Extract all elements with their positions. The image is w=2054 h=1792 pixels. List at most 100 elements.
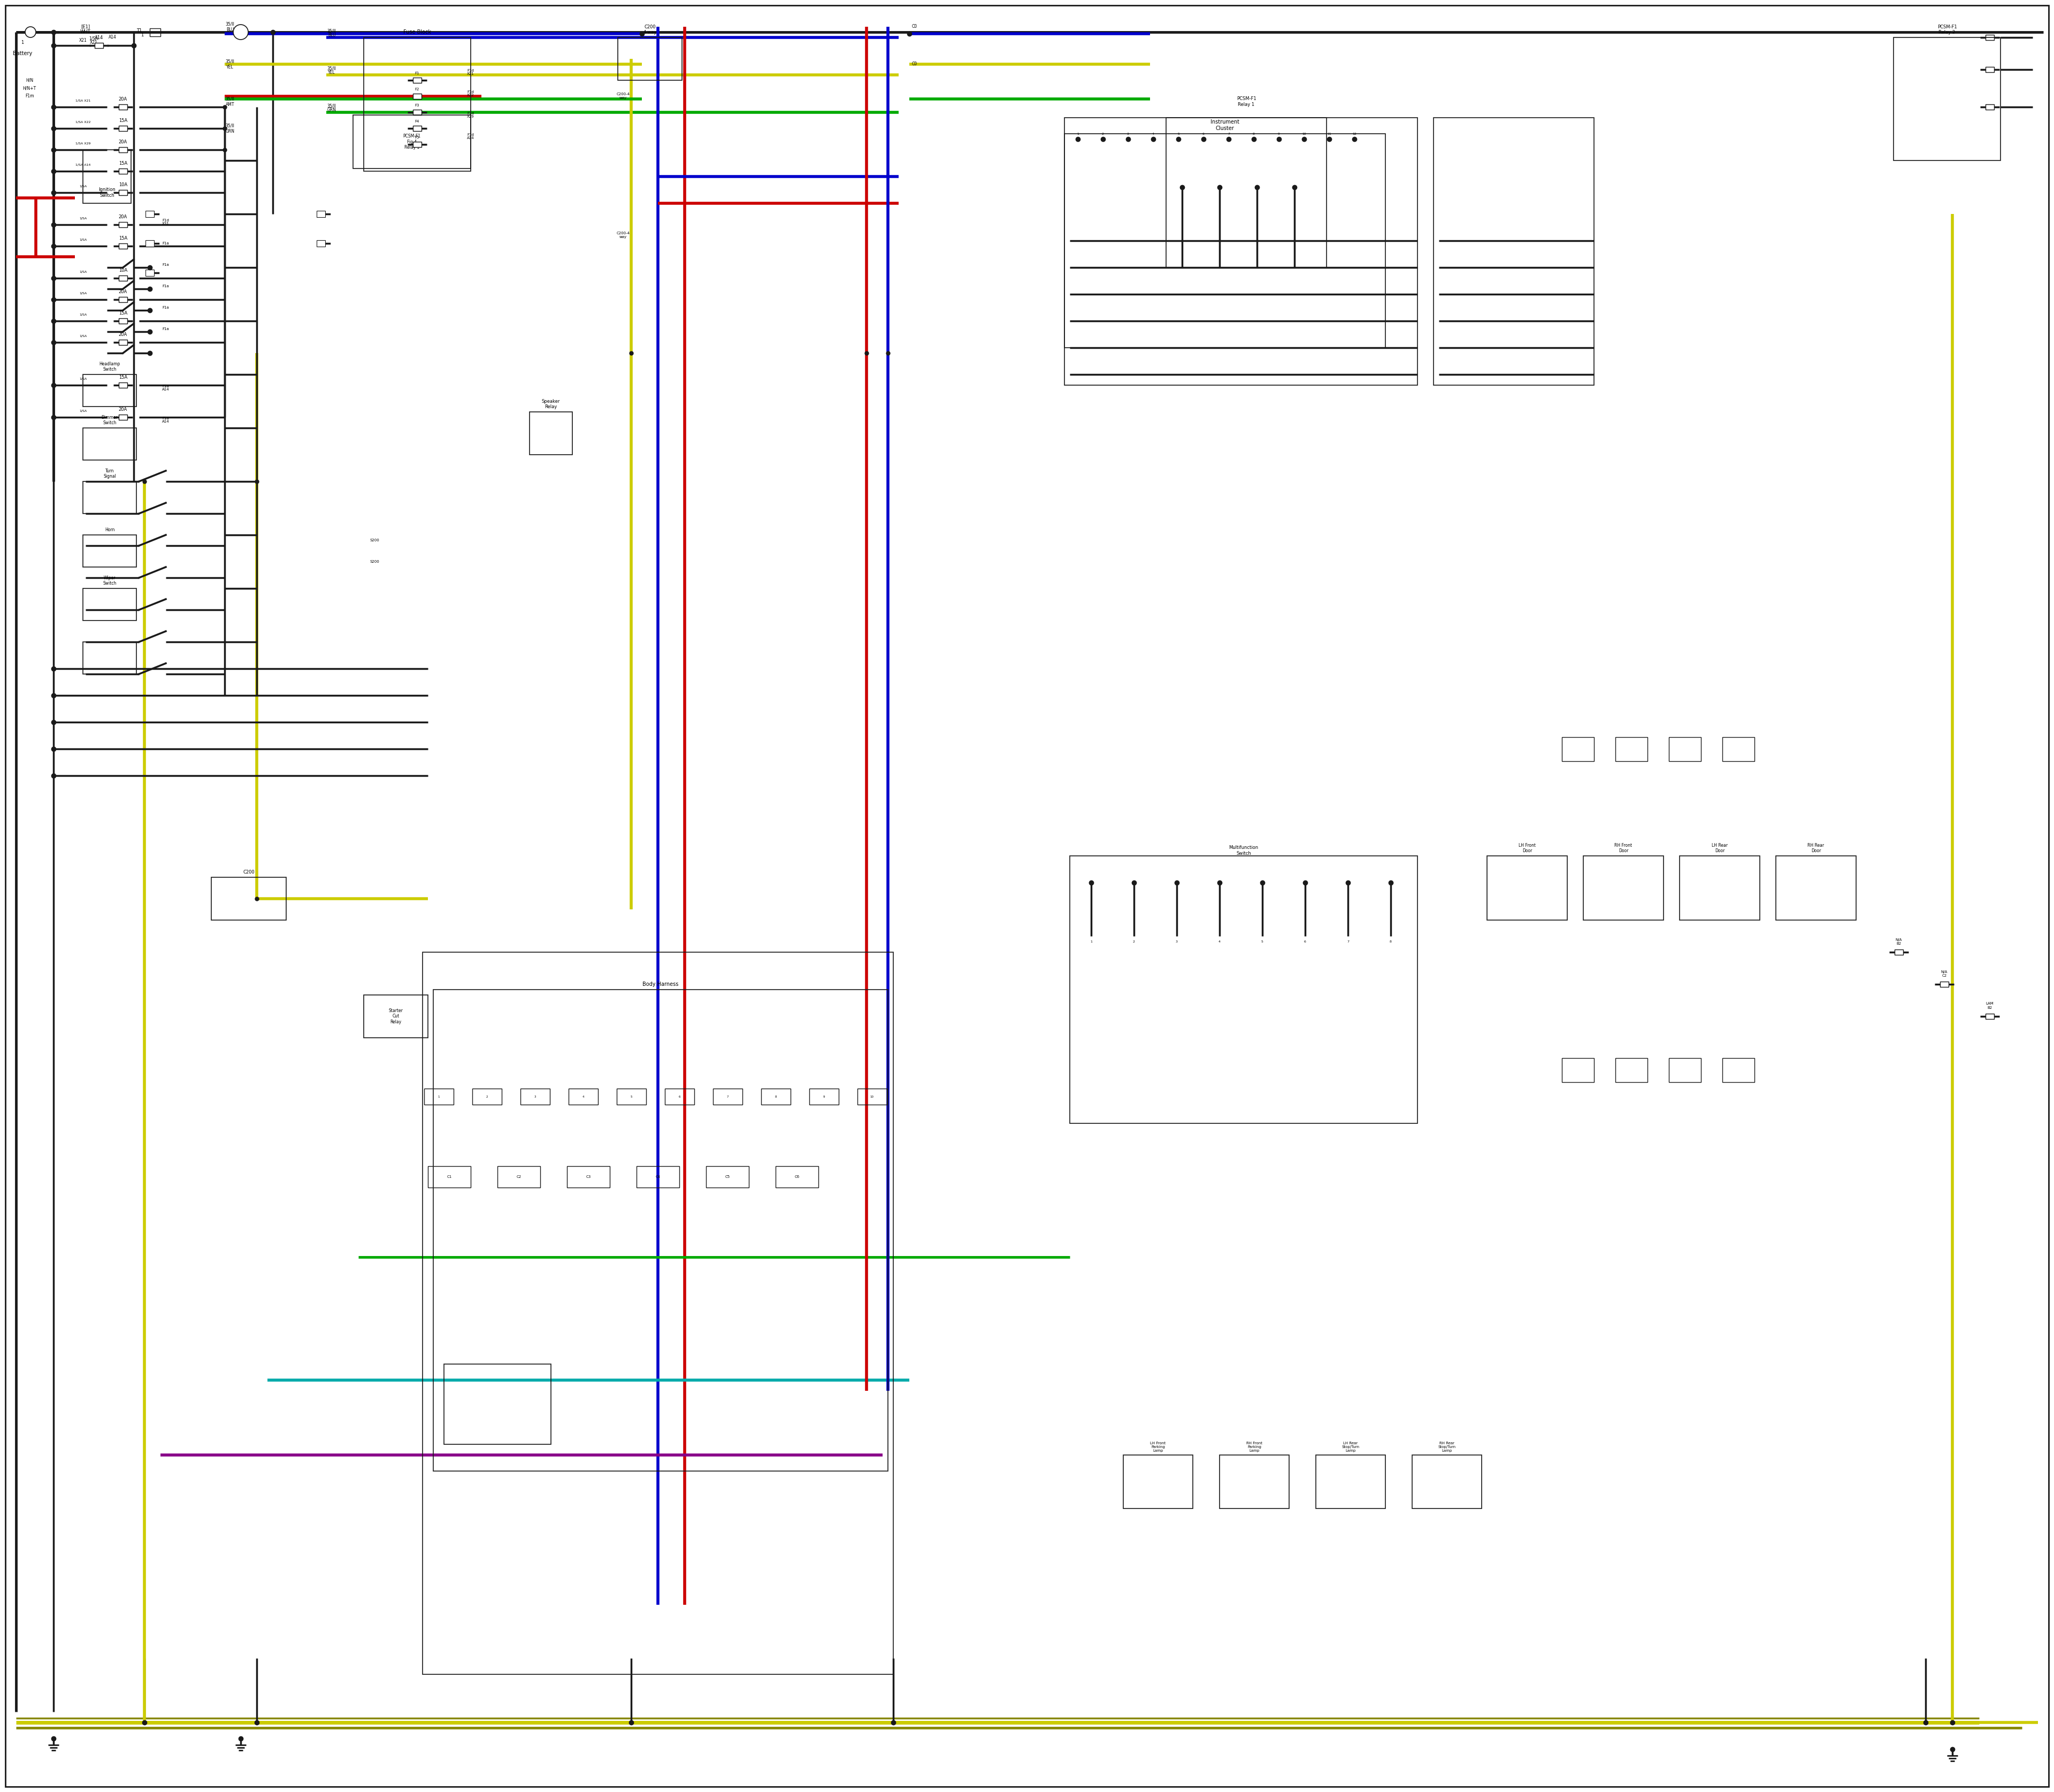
Text: 20A: 20A [119,97,127,102]
Bar [150,29,160,36]
Bar [1668,737,1701,762]
Bar [1986,104,1994,109]
Text: N/A
B2: N/A B2 [1896,937,1902,944]
Text: 3: 3 [1175,941,1177,943]
Bar [567,1167,610,1188]
Bar [1894,38,2001,161]
Bar [119,104,127,109]
Bar [316,240,325,247]
Bar [530,412,573,455]
Text: Wiper
Switch: Wiper Switch [103,575,117,586]
Text: WHT: WHT [80,30,90,34]
Text: 1/SA: 1/SA [80,292,86,294]
Bar [146,269,154,276]
Text: F1d
A14: F1d A14 [466,133,474,140]
Bar [713,1088,741,1104]
Text: 5: 5 [1177,133,1179,134]
Bar [1561,737,1594,762]
Text: 1/SA X21: 1/SA X21 [76,99,90,102]
Text: Multifunction
Switch: Multifunction Switch [1228,846,1259,857]
Text: Dimmer
Switch: Dimmer Switch [101,416,117,425]
Text: F1a: F1a [162,263,168,267]
Bar [413,142,421,147]
Bar [364,995,427,1038]
Bar [1894,950,1904,955]
Text: C200: C200 [242,869,255,874]
Bar [146,240,154,247]
Text: 9: 9 [1278,133,1280,134]
Circle shape [234,25,249,39]
Text: 15A: 15A [119,375,127,380]
Bar [353,115,470,168]
Bar [119,297,127,303]
Bar [1167,118,1327,267]
Bar [82,536,136,566]
Text: F1d
X31: F1d X31 [162,219,170,226]
Text: 15A: 15A [119,161,127,167]
Bar [119,319,127,324]
Bar [1070,857,1417,1124]
Text: 1/SA: 1/SA [80,378,86,380]
Bar [497,1167,540,1188]
Bar [1124,1455,1193,1509]
Text: C0: C0 [912,61,918,66]
Text: F5: F5 [415,136,419,140]
Bar [569,1088,598,1104]
Bar [472,1088,501,1104]
Text: Instrument
Cluster: Instrument Cluster [1210,120,1239,131]
Text: 1: 1 [1091,941,1093,943]
Text: 4: 4 [1152,133,1154,134]
Text: C1: C1 [448,1176,452,1179]
Text: H/N+T: H/N+T [23,86,37,91]
Text: F1a: F1a [162,285,168,289]
Bar [637,1167,680,1188]
Text: 1/SA A14: 1/SA A14 [76,163,90,167]
Text: RH Front
Parking
Lamp: RH Front Parking Lamp [1247,1441,1263,1452]
Text: C200
4-way: C200 4-way [643,25,657,34]
Bar [1487,857,1567,919]
Bar [364,38,470,172]
Text: LH Front
Door: LH Front Door [1518,842,1536,853]
Bar [618,38,682,81]
Bar [82,428,136,461]
Text: C6: C6 [795,1176,799,1179]
Text: 20A: 20A [119,407,127,412]
Text: YEL: YEL [329,70,335,75]
Text: C200-4
way: C200-4 way [616,231,631,238]
Text: BLU: BLU [329,32,335,38]
Bar [857,1088,887,1104]
Text: F1a
A14: F1a A14 [162,383,170,391]
Text: 8: 8 [1253,133,1255,134]
Bar [119,125,127,131]
Text: Body Harness: Body Harness [643,982,678,987]
Bar [423,1088,454,1104]
Bar [119,244,127,249]
Bar [94,43,103,48]
Text: 7: 7 [1347,941,1349,943]
Bar [1064,134,1384,348]
Text: GRN: GRN [327,108,337,113]
Text: S200: S200 [370,539,380,541]
Text: Turn
Signal: Turn Signal [103,468,115,478]
Text: 1/SA: 1/SA [80,217,86,220]
Text: 1: 1 [140,32,144,38]
Text: RH Rear
Stop/Turn
Lamp: RH Rear Stop/Turn Lamp [1438,1441,1456,1452]
Text: 1/SA: 1/SA [80,185,86,188]
Text: 35/II: 35/II [327,104,337,108]
Text: 35/II: 35/II [327,29,337,34]
Bar [1668,1057,1701,1082]
Text: Starter
Cut
Relay: Starter Cut Relay [388,1009,403,1025]
Bar [427,1167,470,1188]
Text: F1a: F1a [162,328,168,330]
Text: F2: F2 [415,88,419,91]
Bar [1220,1455,1290,1509]
Text: 35/II
GRN: 35/II GRN [226,124,234,134]
Text: 6: 6 [1202,133,1204,134]
Text: 15A: 15A [119,118,127,124]
Text: N/A
C2: N/A C2 [1941,969,1947,977]
Bar [776,1167,817,1188]
Bar [119,168,127,174]
Text: 2: 2 [1101,133,1105,134]
Bar [1584,857,1664,919]
Bar [212,878,286,919]
